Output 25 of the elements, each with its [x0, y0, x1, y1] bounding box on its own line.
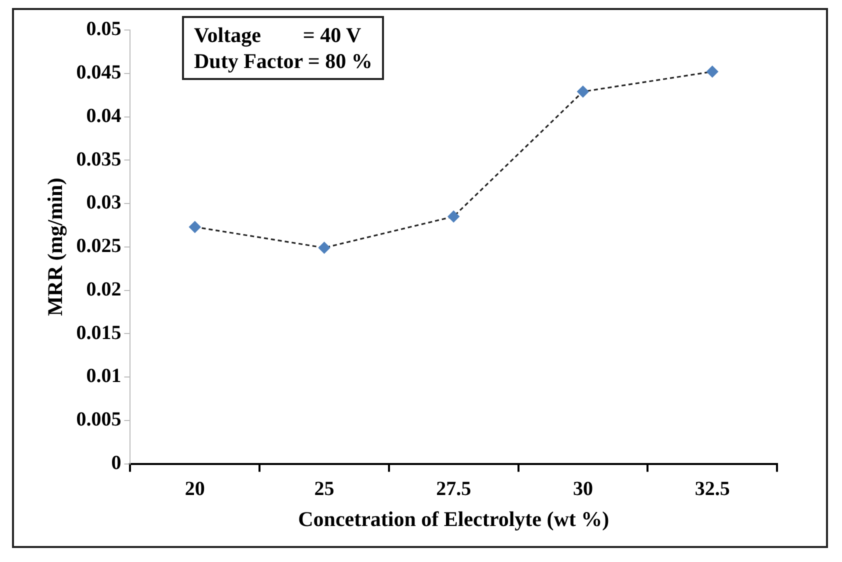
- y-tick-label: 0.01: [86, 365, 122, 388]
- y-tick-label: 0.045: [76, 62, 122, 84]
- y-tick-label: 0.005: [76, 408, 122, 431]
- point: [318, 242, 330, 254]
- x-tick-label: 32.5: [694, 478, 730, 500]
- point: [706, 66, 718, 78]
- point: [577, 86, 589, 98]
- point: [448, 210, 460, 222]
- y-tick-label: 0.035: [76, 148, 122, 170]
- x-axis-title: Concetration of Electrolyte (wt %): [298, 506, 610, 531]
- y-tick-label: 0.015: [76, 322, 122, 344]
- point: [189, 221, 201, 233]
- annotation: Duty Factor = 80 %: [194, 48, 372, 74]
- y-tick-label: 0.025: [76, 235, 122, 258]
- x-tick-label: 27.5: [436, 478, 472, 500]
- y-tick-label: 0.04: [86, 104, 122, 127]
- y-tick-label: 0: [111, 452, 122, 474]
- annotation: Voltage = 40 V: [194, 22, 362, 48]
- y-tick-label: 0.05: [86, 18, 122, 40]
- y-axis-title: MRR (mg/min): [43, 178, 68, 316]
- y-tick-label: 0.03: [86, 192, 122, 214]
- x-tick-label: 20: [184, 478, 205, 500]
- y-tick-label: 0.02: [86, 278, 122, 300]
- x-tick-label: 30: [572, 478, 593, 500]
- x-tick-label: 25: [314, 478, 334, 500]
